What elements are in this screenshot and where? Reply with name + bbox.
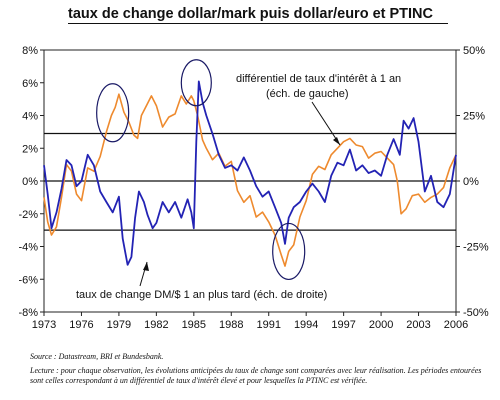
x-tick-label: 1985 bbox=[182, 319, 206, 331]
chart-title: taux de change dollar/mark puis dollar/e… bbox=[68, 6, 448, 24]
y-right-tick-label: -25% bbox=[463, 242, 489, 254]
annotation-arrowhead bbox=[143, 262, 149, 271]
annotation-arrowhead bbox=[333, 137, 340, 145]
annotation-differential-scale: (éch. de gauche) bbox=[266, 88, 349, 100]
series-line-exchange-rate bbox=[43, 80, 457, 266]
y-left-tick-label: 2% bbox=[22, 143, 38, 155]
x-tick-label: 2003 bbox=[406, 319, 430, 331]
y-right-tick-label: -50% bbox=[463, 307, 489, 319]
y-left-tick-label: 0% bbox=[22, 176, 38, 188]
x-tick-label: 1979 bbox=[107, 319, 131, 331]
y-left-tick-label: 8% bbox=[22, 45, 38, 57]
y-left-tick-label: -4% bbox=[18, 242, 38, 254]
y-left-tick-label: 6% bbox=[22, 78, 38, 90]
x-tick-label: 1973 bbox=[32, 319, 56, 331]
x-tick-label: 1991 bbox=[256, 319, 280, 331]
y-left-tick-label: -2% bbox=[18, 209, 38, 221]
y-right-tick-label: 50% bbox=[463, 45, 485, 57]
source-note: Source : Datastream, BRI et Bundesbank. bbox=[30, 352, 164, 361]
y-right-tick-label: 0% bbox=[463, 176, 479, 188]
reading-note: Lecture : pour chaque observation, les é… bbox=[30, 366, 482, 385]
x-tick-label: 2000 bbox=[369, 319, 393, 331]
y-left-tick-label: 4% bbox=[22, 111, 38, 123]
annotation-exchange-rate: taux de change DM/$ 1 an plus tard (éch.… bbox=[76, 289, 327, 301]
highlight-ellipse bbox=[180, 59, 212, 107]
x-tick-label: 1988 bbox=[219, 319, 243, 331]
x-tick-label: 1994 bbox=[294, 319, 318, 331]
y-left-tick-label: -6% bbox=[18, 274, 38, 286]
y-right-tick-label: 25% bbox=[463, 111, 485, 123]
x-tick-label: 1982 bbox=[144, 319, 168, 331]
x-tick-label: 1997 bbox=[331, 319, 355, 331]
series-line-interest-differential bbox=[43, 93, 457, 267]
highlight-ellipse bbox=[272, 222, 306, 281]
x-tick-label: 1976 bbox=[69, 319, 93, 331]
y-left-tick-label: -8% bbox=[18, 307, 38, 319]
annotation-arrow bbox=[311, 101, 341, 146]
x-tick-label: 2006 bbox=[444, 319, 468, 331]
highlight-ellipse bbox=[96, 83, 130, 143]
annotation-differential: différentiel de taux d'intérêt à 1 an bbox=[236, 73, 401, 85]
